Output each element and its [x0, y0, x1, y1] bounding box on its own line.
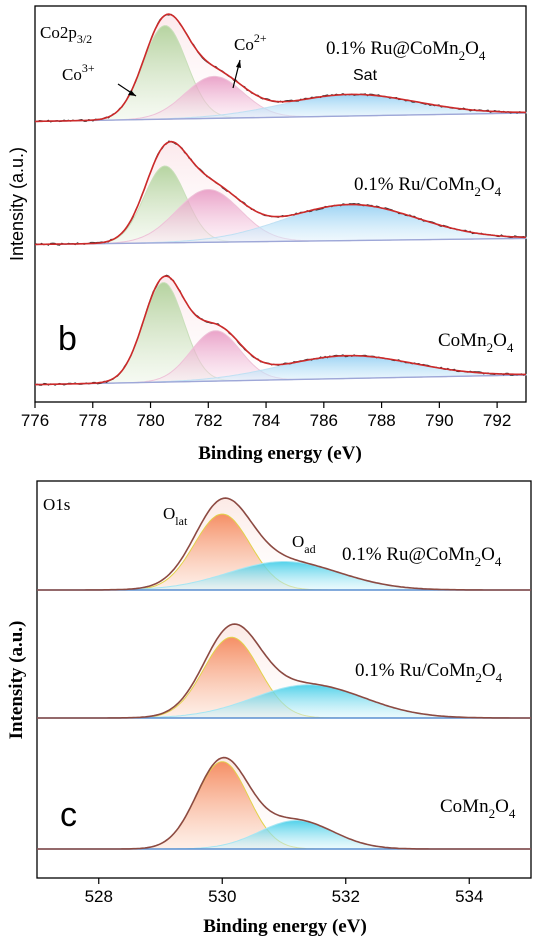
panel-b-plot-frame — [34, 5, 527, 403]
x-tick-label: 780 — [136, 411, 164, 430]
x-tick-label: 790 — [425, 411, 453, 430]
co3-peak-label: Co3+ — [62, 61, 95, 84]
oad-peak-label: Oad — [292, 532, 316, 556]
component-peak-2 — [37, 820, 531, 850]
x-tick-label: 534 — [455, 887, 483, 906]
trace-2 — [34, 140, 527, 246]
trace-3 — [34, 274, 527, 386]
panel-c-sample-label-2: 0.1% Ru/CoMn2O4 — [355, 660, 503, 685]
panel-c-letter: c — [60, 796, 77, 834]
x-tick-label: 784 — [252, 411, 280, 430]
trace-2 — [37, 623, 531, 719]
component-peak-2 — [37, 561, 531, 591]
olat-peak-label: Olat — [163, 504, 188, 528]
panel-c-sample-label-3: CoMn2O4 — [440, 796, 516, 821]
fitted-envelope — [37, 497, 531, 591]
component-peak-3 — [35, 203, 527, 245]
baseline — [34, 112, 527, 123]
panel-b-co2p-chart: 776 778 780 782 784 786 788 790 792 Co2p3/2 b Co… — [7, 5, 527, 464]
panel-b-traces — [34, 13, 527, 386]
panel-c-o1s-chart: 528 530 532 534 O1s c Olat Oad 0.1% Ru@CoMn… — [6, 480, 532, 937]
panel-c-plot-frame — [36, 480, 532, 879]
panel-c-traces — [37, 497, 531, 850]
baseline — [34, 374, 527, 386]
x-tick-label: 530 — [208, 887, 236, 906]
trace-1 — [37, 497, 531, 591]
x-tick-label: 532 — [332, 887, 360, 906]
panel-b-sample-label-3: CoMn2O4 — [438, 330, 514, 355]
panel-c-sample-label-1: 0.1% Ru@CoMn2O4 — [342, 544, 502, 569]
panel-b-x-ticks: 776 778 780 782 784 786 788 790 792 — [21, 402, 511, 430]
x-tick-label: 788 — [367, 411, 395, 430]
panel-c-region-label: O1s — [43, 495, 70, 514]
fitted-envelope — [35, 140, 526, 246]
panel-c-y-axis-title: Intensity (a.u.) — [6, 621, 27, 740]
x-tick-label: 782 — [194, 411, 222, 430]
fitted-envelope — [35, 275, 526, 386]
fitted-envelope — [35, 13, 527, 123]
fitted-envelope — [37, 756, 531, 850]
panel-b-letter: b — [58, 320, 77, 358]
x-tick-label: 778 — [79, 411, 107, 430]
co2-arrowhead-icon — [236, 60, 241, 68]
fitted-envelope — [37, 623, 531, 719]
x-tick-label: 776 — [21, 411, 49, 430]
trace-1 — [34, 13, 527, 123]
panel-b-y-axis-title: Intensity (a.u.) — [7, 147, 27, 261]
panel-b-sample-label-1: 0.1% Ru@CoMn2O4 — [326, 38, 486, 63]
component-peak-2 — [37, 684, 531, 719]
panel-b-sample-label-2: 0.1% Ru/CoMn2O4 — [354, 174, 502, 199]
co3-arrowhead-icon — [128, 90, 136, 96]
x-tick-label: 786 — [310, 411, 338, 430]
x-tick-label: 528 — [85, 887, 113, 906]
panel-c-x-ticks: 528 530 532 534 — [85, 878, 483, 906]
sat-peak-label: Sat — [353, 67, 378, 84]
panel-b-x-axis-title: Binding energy (eV) — [198, 443, 362, 464]
baseline — [34, 237, 527, 246]
panel-b-region-label: Co2p3/2 — [40, 23, 92, 46]
panel-c-x-axis-title: Binding energy (eV) — [203, 916, 367, 937]
co2-peak-label: Co2+ — [234, 31, 267, 54]
x-tick-label: 792 — [483, 411, 511, 430]
trace-3 — [37, 756, 531, 850]
